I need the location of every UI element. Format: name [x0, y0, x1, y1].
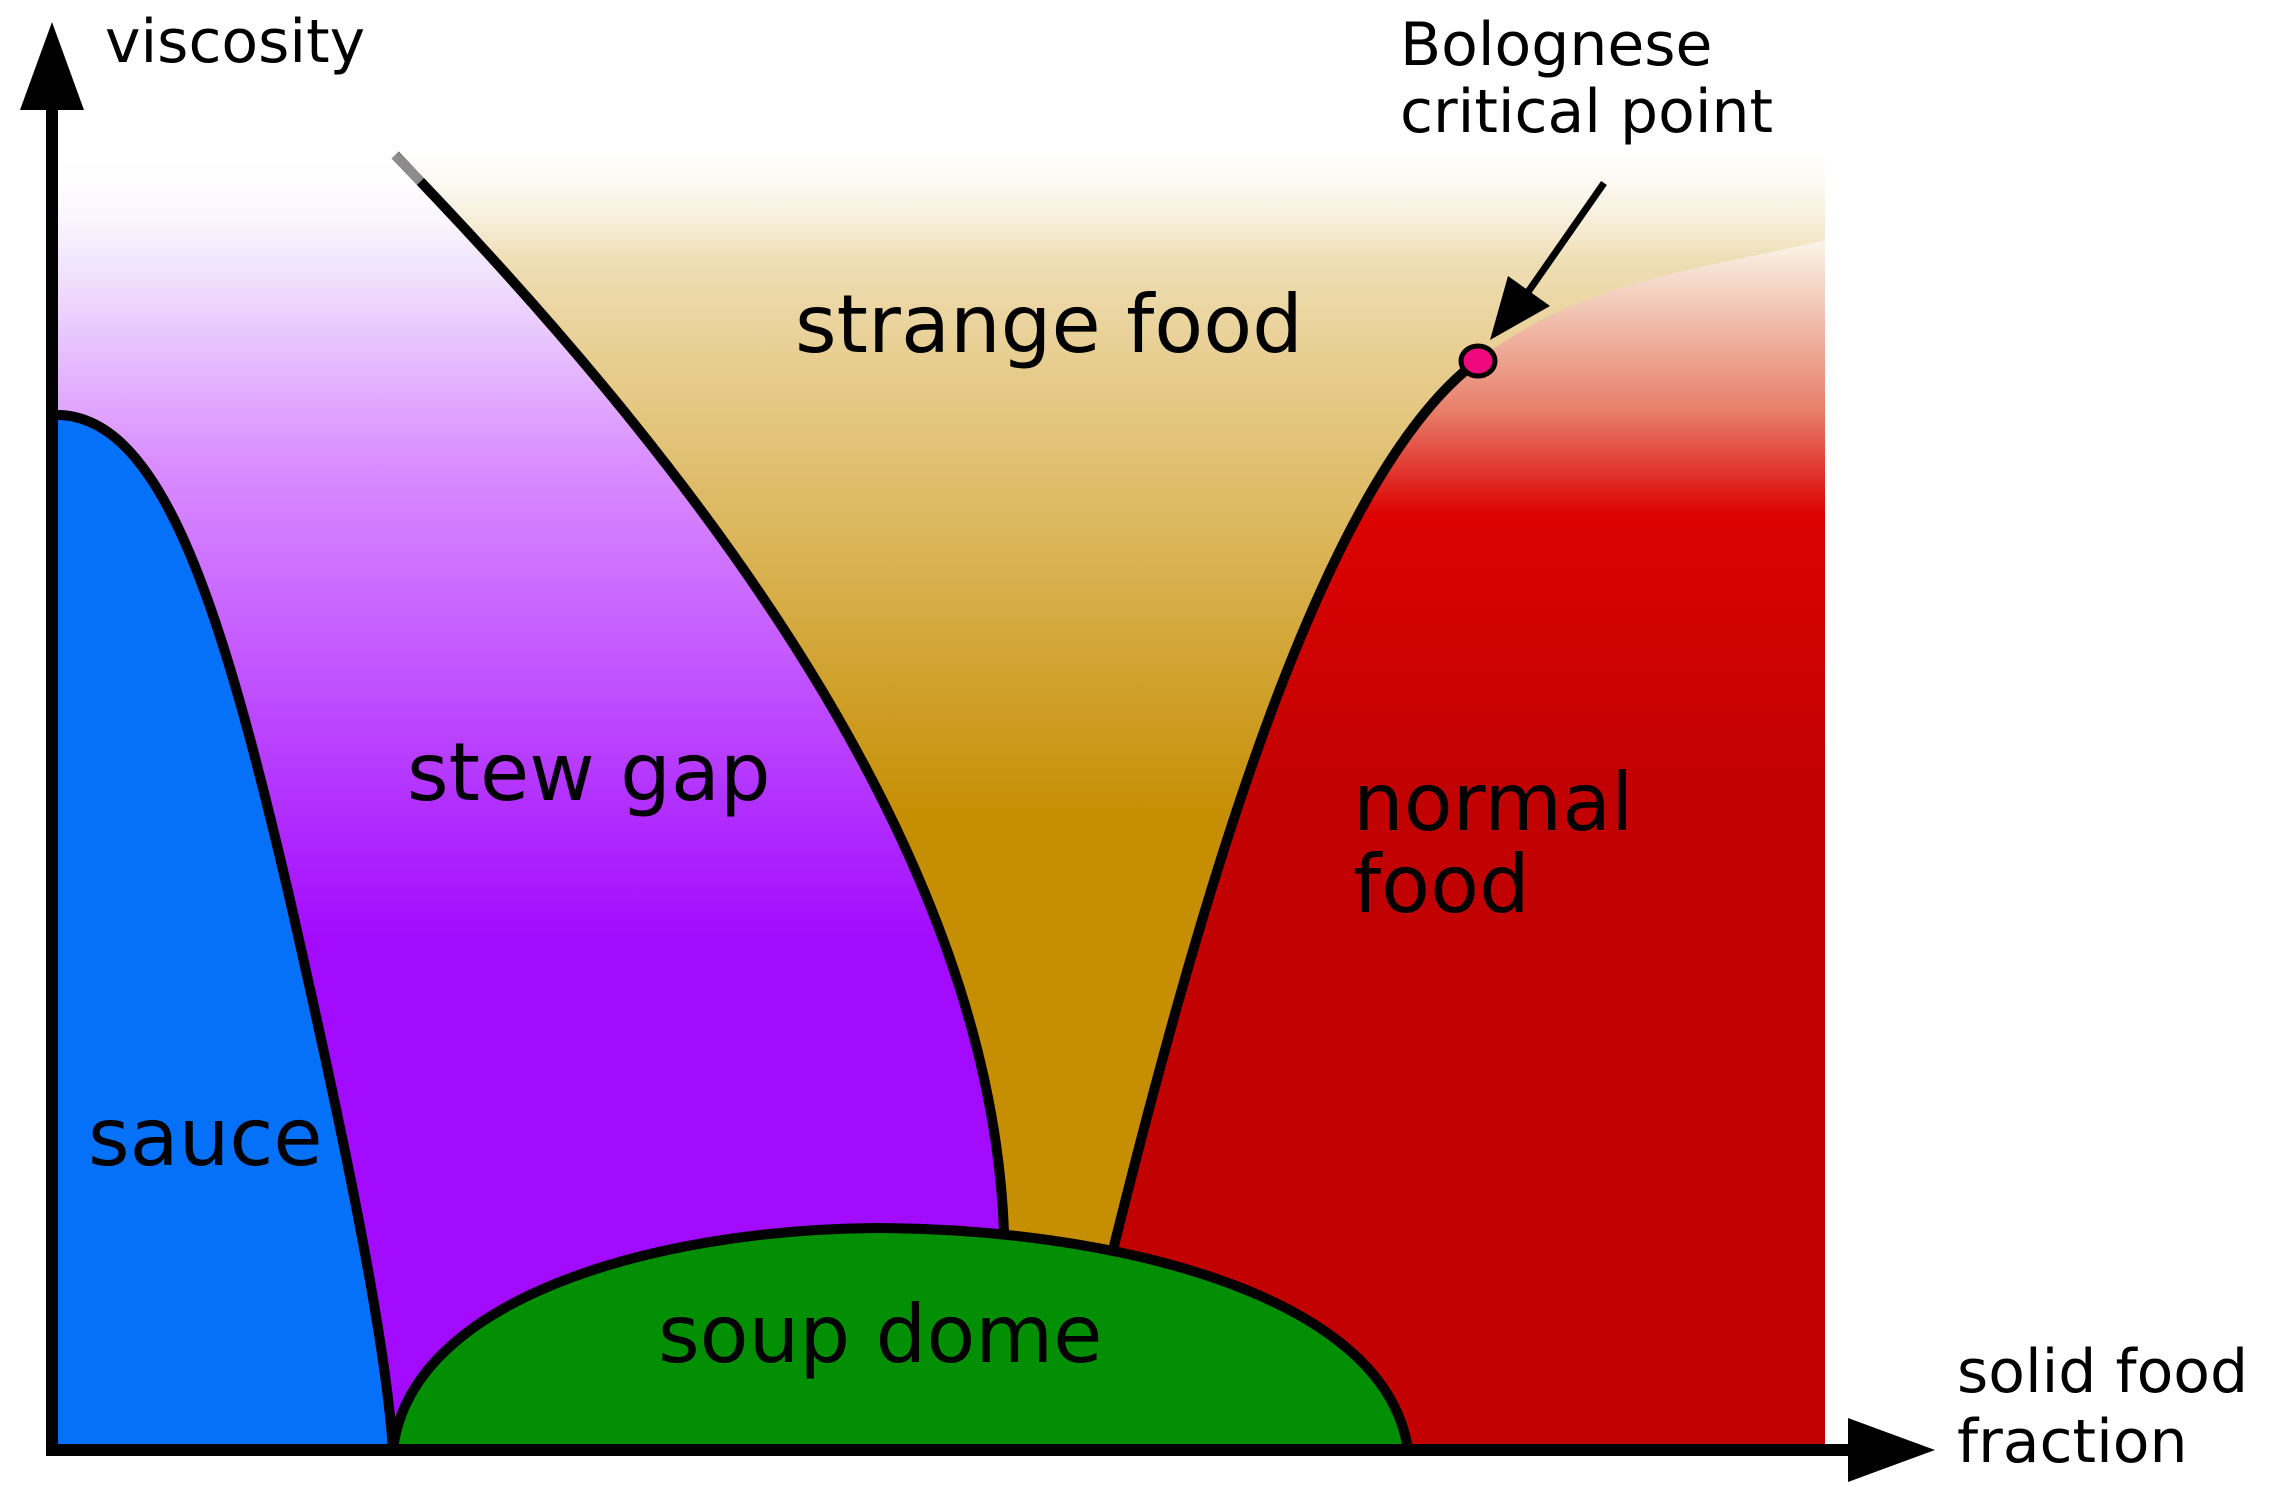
stew-strange-boundary-fade [383, 145, 425, 187]
y-axis-label: viscosity [105, 7, 365, 77]
annotation-label-line1: Bolognese [1400, 10, 1712, 80]
stew-strange-boundary [391, 151, 1009, 1233]
normal-food-label-line1: normal [1353, 756, 1633, 849]
critical-point-marker [1458, 343, 1498, 379]
top-fade [52, 150, 1827, 260]
normal-food-label-line2: food [1353, 838, 1530, 931]
strange-food-label: strange food [795, 278, 1303, 371]
strange-normal-boundary [1108, 358, 1480, 1252]
sauce-label: sauce [88, 1091, 323, 1184]
stew-gap-label: stew gap [407, 726, 771, 819]
sauce-region [47, 409, 399, 1455]
x-axis-arrowhead [1848, 1418, 1935, 1482]
x-axis-label-line1: solid food [1957, 1337, 2248, 1407]
annotation-label-line2: critical point [1400, 77, 1773, 147]
y-axis-arrowhead [20, 22, 84, 110]
normal-food-region [1113, 240, 1825, 1450]
soup-dome-region [387, 1222, 1414, 1455]
annotation-arrow-line [1525, 180, 1607, 295]
x-axis-label-line2: fraction [1957, 1407, 2187, 1477]
annotation-arrowhead [1490, 276, 1550, 340]
soup-dome-label: soup dome [658, 1288, 1102, 1381]
strange-food-region [395, 155, 1825, 1250]
right-clip [1825, 150, 2287, 1450]
